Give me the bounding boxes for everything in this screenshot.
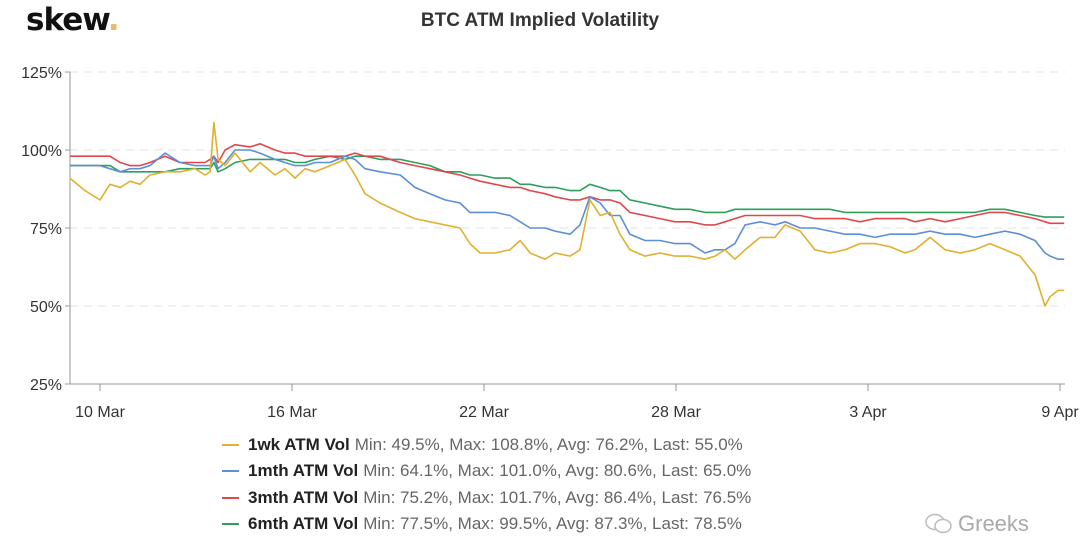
watermark-text: Greeks — [958, 511, 1029, 536]
logo-dot: . — [107, 2, 120, 38]
x-tick-label: 10 Mar — [75, 404, 125, 421]
legend-item[interactable]: 1mth ATM Vol Min: 64.1%, Max: 101.0%, Avg… — [222, 458, 751, 484]
series-line-1wk — [69, 121, 1065, 307]
legend: 1wk ATM Vol Min: 49.5%, Max: 108.8%, Avg:… — [222, 432, 751, 537]
legend-swatch — [222, 444, 239, 447]
wechat-icon — [925, 513, 952, 534]
legend-item[interactable]: 3mth ATM Vol Min: 75.2%, Max: 101.7%, Avg… — [222, 485, 751, 511]
y-tick-label: 50% — [30, 299, 62, 316]
legend-swatch — [222, 523, 239, 526]
legend-item[interactable]: 1wk ATM Vol Min: 49.5%, Max: 108.8%, Avg:… — [222, 432, 751, 458]
y-tick-label: 125% — [21, 65, 62, 82]
logo-text: skew — [26, 2, 109, 38]
legend-stats: Min: 64.1%, Max: 101.0%, Avg: 80.6%, Las… — [363, 461, 752, 481]
plot-area: 25% 50% 75% 100% 125% 10 Mar 16 Mar 22 Mar 28 Ma… — [21, 65, 1079, 421]
legend-stats: Min: 75.2%, Max: 101.7%, Avg: 86.4%, Las… — [363, 487, 752, 507]
legend-stats: Min: 77.5%, Max: 99.5%, Avg: 87.3%, Last… — [363, 513, 742, 533]
legend-label: 1mth ATM Vol — [248, 461, 359, 481]
legend-label: 1wk ATM Vol — [248, 435, 350, 454]
x-tick-label: 3 Apr — [849, 404, 887, 421]
series-line-3mth — [69, 143, 1065, 226]
legend-stats: Min: 49.5%, Max: 108.8%, Avg: 76.2%, Las… — [354, 435, 743, 454]
y-tick-label: 100% — [21, 143, 62, 160]
skew-logo: skew. — [26, 2, 120, 38]
y-tick-label: 75% — [30, 221, 62, 238]
legend-label: 3mth ATM Vol — [248, 487, 359, 507]
legend-item[interactable]: 6mth ATM Vol Min: 77.5%, Max: 99.5%, Avg:… — [222, 511, 751, 537]
x-tick-label: 9 Apr — [1041, 404, 1079, 421]
watermark: Greeks — [924, 511, 1029, 537]
y-tick-label: 25% — [30, 377, 62, 394]
legend-label: 6mth ATM Vol — [248, 513, 359, 533]
x-tick-label: 16 Mar — [267, 404, 317, 421]
x-tick-label: 22 Mar — [459, 404, 509, 421]
chart-title: BTC ATM Implied Volatility — [420, 10, 660, 31]
series-line-1mth — [69, 149, 1065, 261]
series-line-6mth — [69, 155, 1065, 218]
legend-swatch — [222, 496, 239, 499]
x-tick-label: 28 Mar — [651, 404, 701, 421]
legend-swatch — [222, 470, 239, 473]
